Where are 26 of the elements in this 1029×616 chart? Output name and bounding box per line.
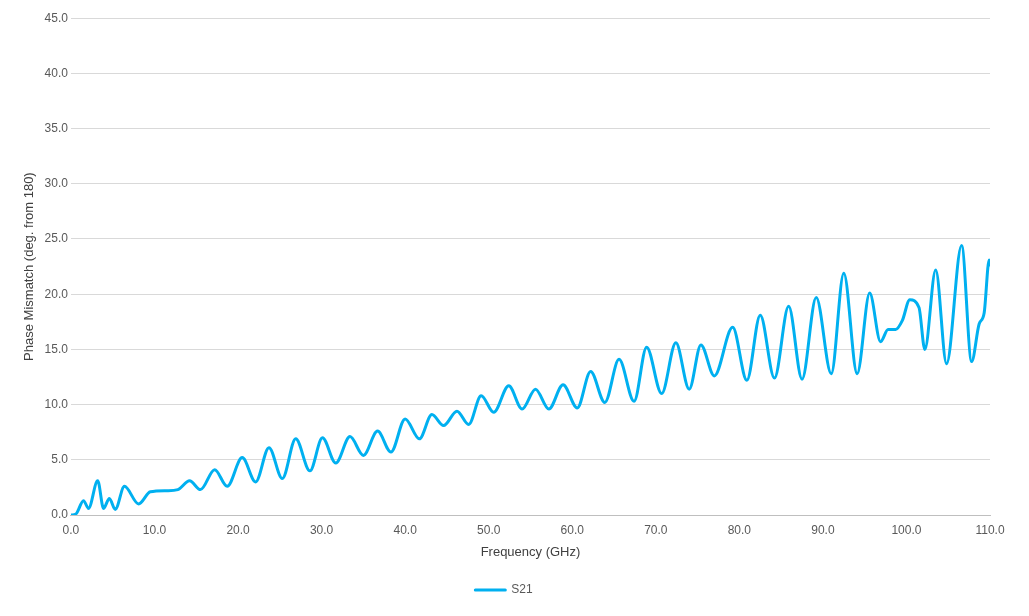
y-tick-label: 35.0 [44,120,69,135]
x-tick-label: 100.0 [891,522,922,537]
y-tick-label: 10.0 [44,396,69,411]
x-tick-label: 50.0 [477,522,501,537]
x-tick-label: 0.0 [62,522,80,537]
y-tick-label: 20.0 [44,286,69,301]
x-tick-label: 30.0 [309,522,334,537]
y-tick-label: 0.0 [51,507,69,522]
x-tick-label: 110.0 [975,522,1005,537]
y-tick-label: 5.0 [51,452,69,467]
x-tick-label: 70.0 [644,522,668,537]
y-tick-label: 45.0 [44,10,69,25]
x-axis-title: Frequency (GHz) [480,543,581,559]
line-series [70,244,990,515]
x-tick-label: 20.0 [226,522,251,537]
x-tick-label: 40.0 [393,522,418,537]
legend-label: S21 [511,582,533,597]
x-tick-label: 90.0 [811,522,835,537]
y-tick-label: 25.0 [44,231,69,246]
x-tick-label: 60.0 [560,522,585,537]
y-tick-label: 30.0 [44,176,69,191]
x-tick-label: 80.0 [727,522,752,537]
x-tick-label: 10.0 [142,522,167,537]
y-tick-label: 15.0 [44,341,69,356]
y-tick-label: 40.0 [44,65,69,80]
y-axis-title: Phase Mismatch (deg. from 180) [21,172,37,361]
